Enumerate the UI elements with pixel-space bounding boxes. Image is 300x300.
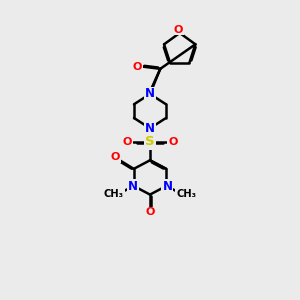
Text: O: O xyxy=(174,25,183,34)
Text: CH₃: CH₃ xyxy=(176,189,196,199)
Text: O: O xyxy=(132,61,142,71)
Text: O: O xyxy=(168,137,178,147)
Text: O: O xyxy=(122,137,132,147)
Text: N: N xyxy=(145,88,155,100)
Text: CH₃: CH₃ xyxy=(104,189,124,199)
Text: N: N xyxy=(128,179,138,193)
Text: N: N xyxy=(145,122,155,135)
Text: S: S xyxy=(145,136,155,148)
Text: N: N xyxy=(162,179,172,193)
Text: O: O xyxy=(111,152,120,162)
Text: O: O xyxy=(145,207,155,218)
